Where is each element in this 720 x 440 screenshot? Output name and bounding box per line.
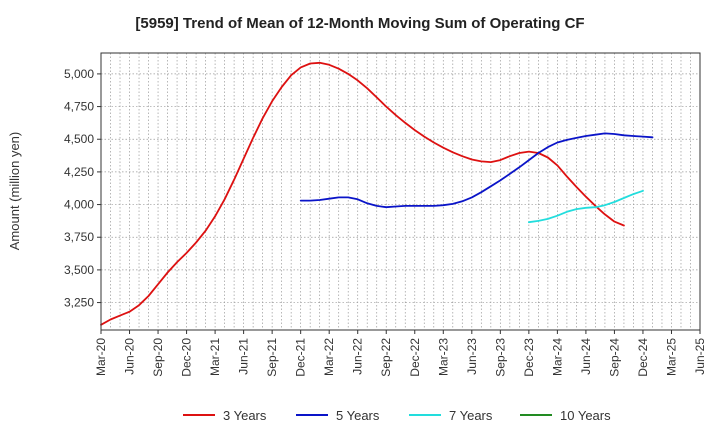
y-tick-label: 5,000 — [64, 67, 94, 81]
x-tick-label: Jun-25 — [693, 338, 707, 375]
legend: 3 Years 5 Years 7 Years 10 Years — [183, 408, 611, 423]
y-tick-label: 3,500 — [64, 263, 94, 277]
x-tick-label: Jun-21 — [237, 338, 251, 375]
y-tick-label: 4,000 — [64, 198, 94, 212]
series-line-1 — [100, 61, 625, 326]
y-tick-label: 3,250 — [64, 296, 94, 310]
x-tick-label: Mar-24 — [550, 338, 564, 376]
x-tick-label: Mar-25 — [664, 338, 678, 376]
x-tick-label: Jun-20 — [123, 338, 137, 375]
y-tick-label: 4,750 — [64, 100, 94, 114]
legend-label: 3 Years — [223, 408, 267, 423]
x-tick-label: Sep-24 — [607, 338, 621, 377]
x-tick-label: Dec-23 — [522, 338, 536, 377]
series-layer — [100, 61, 654, 326]
legend-label: 5 Years — [336, 408, 380, 423]
x-tick-label: Sep-21 — [265, 338, 279, 377]
chart-title: [5959] Trend of Mean of 12-Month Moving … — [135, 15, 584, 32]
x-axis-ticks: Mar-20 Jun-20 Sep-20 Dec-20 Mar-21 Jun-21 Sep-… — [94, 330, 707, 377]
x-tick-label: Mar-22 — [322, 338, 336, 376]
y-tick-label: 4,250 — [64, 165, 94, 179]
legend-label: 10 Years — [560, 408, 611, 423]
y-axis-ticks: 3,250 3,500 3,750 4,000 4,250 4,500 4,750 5,000 — [64, 67, 101, 310]
x-tick-label: Jun-22 — [351, 338, 365, 375]
x-tick-label: Mar-20 — [94, 338, 108, 376]
series-line-3 — [528, 189, 644, 224]
x-tick-label: Jun-23 — [465, 338, 479, 375]
x-tick-label: Mar-21 — [208, 338, 222, 376]
x-tick-label: Sep-23 — [493, 338, 507, 377]
x-tick-label: Mar-23 — [436, 338, 450, 376]
x-tick-label: Jun-24 — [579, 338, 593, 375]
x-tick-label: Sep-22 — [379, 338, 393, 377]
legend-label: 7 Years — [449, 408, 493, 423]
x-tick-label: Dec-21 — [294, 338, 308, 377]
x-tick-label: Dec-24 — [636, 338, 650, 377]
grid-lines — [100, 53, 701, 330]
x-tick-label: Sep-20 — [151, 338, 165, 377]
y-axis-label: Amount (million yen) — [7, 132, 22, 251]
y-tick-label: 4,500 — [64, 132, 94, 146]
plot-frame — [100, 52, 701, 331]
y-tick-label: 3,750 — [64, 230, 94, 244]
x-tick-label: Dec-22 — [408, 338, 422, 377]
x-tick-label: Dec-20 — [180, 338, 194, 377]
series-line-2 — [299, 132, 654, 209]
